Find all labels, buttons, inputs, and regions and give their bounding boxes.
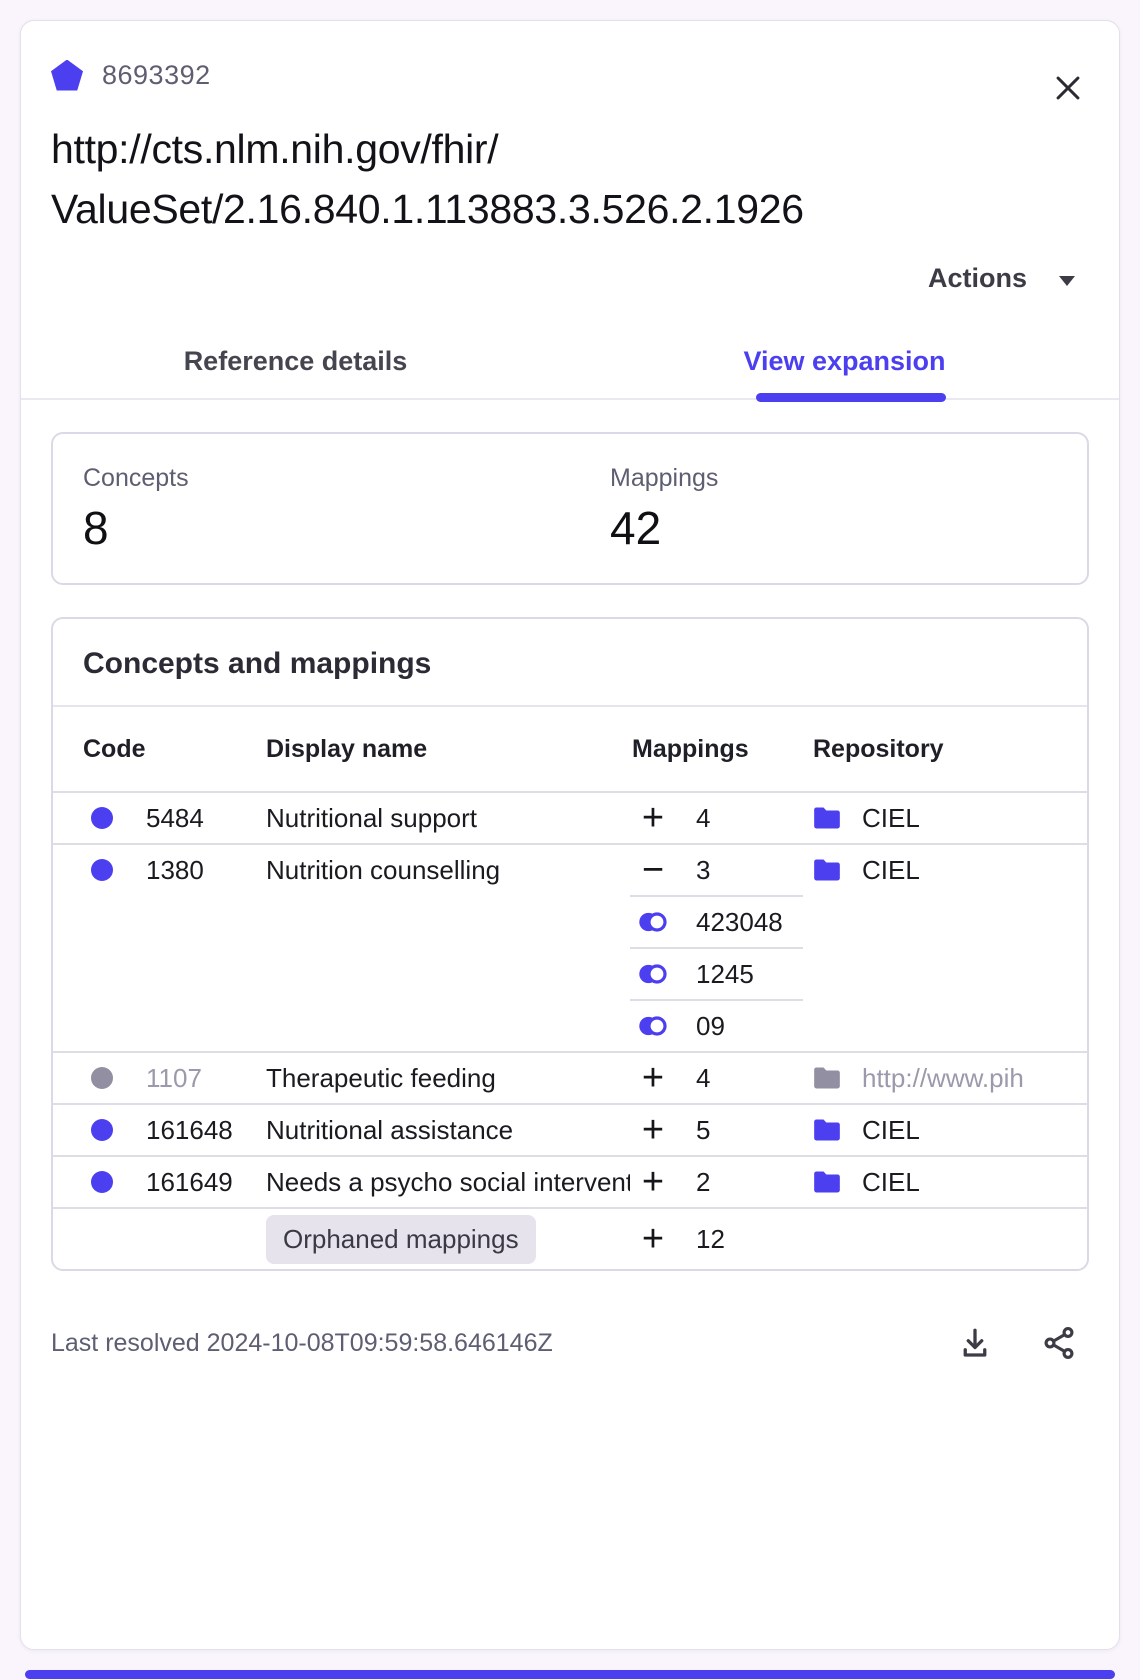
close-button[interactable] [1049, 69, 1087, 107]
concept-code: 161649 [146, 1166, 233, 1197]
concept-id-row: 8693392 [51, 57, 1089, 93]
mappings-label: Mappings [610, 464, 719, 492]
close-icon [1056, 76, 1080, 100]
tab-reference-details[interactable]: Reference details [21, 324, 570, 398]
active-tab-indicator [756, 393, 946, 402]
stats-card: Concepts 8 Mappings 42 [51, 432, 1089, 585]
collapse-mappings-button[interactable]: − [636, 851, 670, 889]
repository-name: CIEL [862, 1166, 920, 1197]
concept-status-dot [91, 807, 113, 829]
repository-name: CIEL [862, 802, 920, 833]
mappings-count: 4 [696, 802, 711, 833]
column-header-display-name: Display name [266, 734, 428, 763]
actions-row: Actions [51, 263, 1089, 294]
concept-display-name: Nutritional assistance [266, 1114, 514, 1145]
tab-view-expansion[interactable]: View expansion [570, 324, 1119, 398]
table-header-row: Code Display name Mappings Repository [53, 705, 1087, 791]
dialog-header: 8693392 http://cts.nlm.nih.gov/fhir/Valu… [21, 21, 1119, 294]
expand-mappings-button[interactable]: + [636, 799, 670, 837]
mapping-sub-row: 1245 [53, 947, 1087, 999]
pentagon-icon [51, 59, 83, 91]
share-button[interactable] [1041, 1325, 1077, 1361]
expand-mappings-button[interactable]: + [636, 1059, 670, 1097]
concepts-stat: Concepts 8 [53, 464, 580, 555]
mapping-sub-row: 09 [53, 999, 1087, 1051]
concept-code: 1107 [146, 1062, 202, 1093]
concept-id: 8693392 [102, 59, 211, 90]
table-row: 1380 Nutrition counselling − 3 CIEL [53, 843, 1087, 895]
concepts-value: 8 [83, 502, 109, 554]
mapping-code: 1245 [696, 958, 754, 989]
download-button[interactable] [957, 1325, 993, 1361]
expand-mappings-button[interactable]: + [636, 1111, 670, 1149]
concept-status-dot [91, 1171, 113, 1193]
column-header-repository: Repository [813, 734, 944, 763]
concept-display-name: Therapeutic feeding [266, 1062, 496, 1093]
orphaned-mappings-count: 12 [696, 1223, 725, 1254]
repository-folder-icon [813, 1118, 841, 1142]
url-line-2: ValueSet/2.16.840.1.113883.3.526.2.1926 [51, 186, 804, 232]
url-line-1: http://cts.nlm.nih.gov/fhir/ [51, 126, 499, 172]
repository-name: http://www.pih [862, 1062, 1024, 1093]
mappings-count: 2 [696, 1166, 711, 1197]
concepts-mappings-card: Concepts and mappings Code Display name … [51, 617, 1089, 1271]
card-title: Concepts and mappings [83, 647, 432, 680]
concept-status-dot [91, 859, 113, 881]
mapping-join-icon [636, 1013, 670, 1039]
repository-folder-icon [813, 806, 841, 830]
mappings-count: 5 [696, 1114, 711, 1145]
concepts-label: Concepts [83, 464, 189, 492]
concept-display-name: Nutrition counselling [266, 854, 501, 885]
concept-code: 1380 [146, 854, 204, 885]
mappings-stat: Mappings 42 [580, 464, 1087, 555]
orphaned-mappings-row: Orphaned mappings + 12 [53, 1207, 1087, 1269]
concept-code: 5484 [146, 802, 204, 833]
orphaned-mappings-chip: Orphaned mappings [266, 1214, 536, 1264]
repository-name: CIEL [862, 1114, 920, 1145]
mapping-code: 09 [696, 1010, 725, 1041]
table-row: 1107 Therapeutic feeding + 4 http://www.… [53, 1051, 1087, 1103]
concept-status-dot [91, 1119, 113, 1141]
repository-folder-icon [813, 858, 841, 882]
expand-mappings-button[interactable]: + [636, 1163, 670, 1201]
mapping-join-icon [636, 909, 670, 935]
download-icon [963, 1328, 987, 1357]
mapping-sub-row: 423048 [53, 895, 1087, 947]
concept-display-name: Nutritional support [266, 802, 477, 833]
horizontal-scrollbar-thumb[interactable] [25, 1670, 1115, 1679]
actions-menu-button[interactable]: Actions [928, 263, 1075, 294]
concept-code: 161648 [146, 1114, 233, 1145]
actions-label: Actions [927, 263, 1027, 293]
repository-folder-icon [813, 1170, 841, 1194]
valueset-dialog: 8693392 http://cts.nlm.nih.gov/fhir/Valu… [20, 20, 1120, 1650]
expand-orphaned-mappings-button[interactable]: + [636, 1220, 670, 1258]
valueset-url-title: http://cts.nlm.nih.gov/fhir/ValueSet/2.1… [51, 119, 1089, 239]
mapping-join-icon [636, 961, 670, 987]
table-row: 161648 Nutritional assistance + 5 CIEL [53, 1103, 1087, 1155]
share-icon [1044, 1327, 1074, 1359]
mappings-count: 3 [696, 854, 711, 885]
concept-status-dot [91, 1067, 113, 1089]
concept-display-name: Needs a psycho social intervent... [266, 1166, 630, 1197]
repository-folder-icon [813, 1066, 841, 1090]
mappings-value: 42 [610, 502, 662, 554]
table-row: 5484 Nutritional support + 4 CIEL [53, 791, 1087, 843]
last-resolved-text: Last resolved 2024-10-08T09:59:58.646146… [51, 1328, 553, 1357]
repository-name: CIEL [862, 854, 920, 885]
chevron-down-icon [1059, 275, 1075, 286]
table-row: 161649 Needs a psycho social intervent..… [53, 1155, 1087, 1207]
mapping-code: 423048 [696, 906, 783, 937]
column-header-code: Code [83, 734, 146, 763]
mappings-count: 4 [696, 1062, 711, 1093]
tab-bar: Reference details View expansion [21, 324, 1119, 402]
column-header-mappings: Mappings [632, 734, 749, 763]
dialog-footer: Last resolved 2024-10-08T09:59:58.646146… [51, 1325, 1089, 1361]
